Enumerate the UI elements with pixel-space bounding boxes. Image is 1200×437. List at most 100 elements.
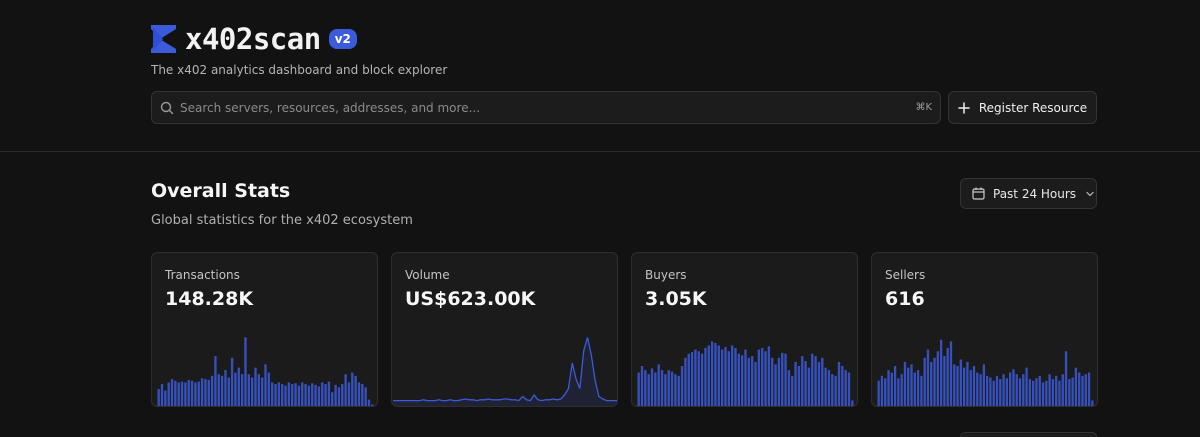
chart-bar <box>197 381 200 406</box>
chart-bar <box>1018 378 1022 406</box>
chart-bar <box>1045 380 1048 406</box>
chart-bar <box>637 372 640 406</box>
chart-bar <box>737 353 740 406</box>
register-resource-label: Register Resource <box>978 100 1088 115</box>
time-range-select[interactable]: Past 24 Hours <box>960 178 1097 209</box>
chart-bar <box>194 382 197 406</box>
chart-bar <box>717 345 720 406</box>
chart-bar <box>1061 374 1064 406</box>
stat-card-label: Transactions <box>165 268 240 282</box>
chart-bar <box>247 374 250 406</box>
chart-bar <box>1058 380 1061 406</box>
chart-bar <box>926 349 930 406</box>
chart-bar <box>207 379 210 406</box>
chart-bar <box>341 384 344 406</box>
stat-card-volume[interactable]: Volume US$623.00K <box>391 252 618 407</box>
chart-bar <box>204 379 207 406</box>
chart-bar <box>847 372 851 406</box>
chart-bar <box>1025 367 1028 406</box>
chart-bar <box>959 359 962 406</box>
chart-bar <box>744 349 747 406</box>
chart-bar <box>1015 374 1018 406</box>
chart-bar <box>344 374 347 406</box>
chart-bar <box>821 357 824 406</box>
chart-bar <box>271 382 274 406</box>
search-input[interactable] <box>180 100 916 115</box>
chart-bar <box>946 347 949 406</box>
chart-bar <box>761 347 764 406</box>
chart-bar <box>910 364 913 406</box>
volume-chart <box>393 337 617 406</box>
chart-bar <box>953 364 956 406</box>
chart-bar <box>304 384 307 406</box>
chart-bar <box>1078 372 1081 406</box>
buyers-chart <box>637 341 854 406</box>
chart-bar <box>834 375 837 406</box>
chart-bar <box>704 347 707 406</box>
chart-bar <box>1055 375 1058 406</box>
chart-bar <box>976 372 979 406</box>
chart-bar <box>903 361 907 406</box>
chart-bar <box>667 370 670 406</box>
chart-bar <box>956 366 959 406</box>
chart-bar <box>933 357 936 406</box>
chart-bar <box>324 384 327 406</box>
transactions-chart <box>157 337 374 406</box>
chart-bar <box>764 351 767 406</box>
register-resource-button[interactable]: Register Resource <box>948 91 1097 124</box>
chart-bar <box>697 351 700 406</box>
chart-bar <box>157 388 160 406</box>
chart-bar <box>930 361 933 406</box>
search-bar[interactable]: ⌘K <box>151 91 941 124</box>
chart-bar <box>801 356 804 406</box>
chart-bar <box>1022 374 1025 406</box>
chart-bar <box>234 372 237 406</box>
chart-bar <box>307 385 311 406</box>
chart-bar <box>966 361 969 406</box>
x402scan-logo-icon <box>151 25 176 53</box>
chart-bar <box>923 357 926 406</box>
chart-bar <box>1081 375 1084 406</box>
stat-card-label: Buyers <box>645 268 687 282</box>
chart-bar <box>893 366 897 406</box>
chart-bar <box>807 367 811 406</box>
chart-bar <box>877 380 880 406</box>
stat-card-transactions[interactable]: Transactions 148.28K <box>151 252 378 407</box>
chart-bar <box>237 367 240 406</box>
chart-bar <box>1038 375 1041 406</box>
chart-bar <box>680 366 684 406</box>
chart-bar <box>337 387 341 406</box>
chart-bar <box>301 382 304 406</box>
calendar-icon <box>972 187 985 200</box>
chart-bar <box>354 375 357 406</box>
chart-bar <box>257 374 260 406</box>
chart-bar <box>190 380 194 406</box>
chart-bar <box>1041 382 1045 406</box>
chart-bar <box>837 361 841 406</box>
chart-bar <box>220 375 224 406</box>
brand[interactable]: x402scan v2 <box>151 22 357 56</box>
chart-bar <box>979 374 982 406</box>
brand-name: x402scan <box>185 22 321 56</box>
chart-bar <box>331 392 334 406</box>
chart-bar <box>640 366 644 406</box>
chart-bar <box>164 390 167 406</box>
chart-bar <box>804 361 807 406</box>
section-title: Overall Stats <box>151 180 291 202</box>
stat-card-buyers[interactable]: Buyers 3.05K <box>631 252 858 407</box>
chart-bar <box>187 379 190 406</box>
chart-bar <box>657 364 660 406</box>
chart-bar <box>989 377 992 406</box>
chart-bar <box>1074 367 1078 406</box>
chart-bar <box>267 372 271 406</box>
stat-card-sellers[interactable]: Sellers 616 <box>871 252 1098 407</box>
chart-bar <box>1091 400 1094 406</box>
time-range-label: Past 24 Hours <box>993 186 1077 201</box>
chart-bar <box>771 357 774 406</box>
chart-bar <box>797 366 801 406</box>
chart-bar <box>707 345 710 406</box>
chart-bar <box>327 381 331 406</box>
plus-icon <box>958 101 970 114</box>
chart-bar <box>677 375 680 406</box>
chart-bar <box>311 383 314 406</box>
